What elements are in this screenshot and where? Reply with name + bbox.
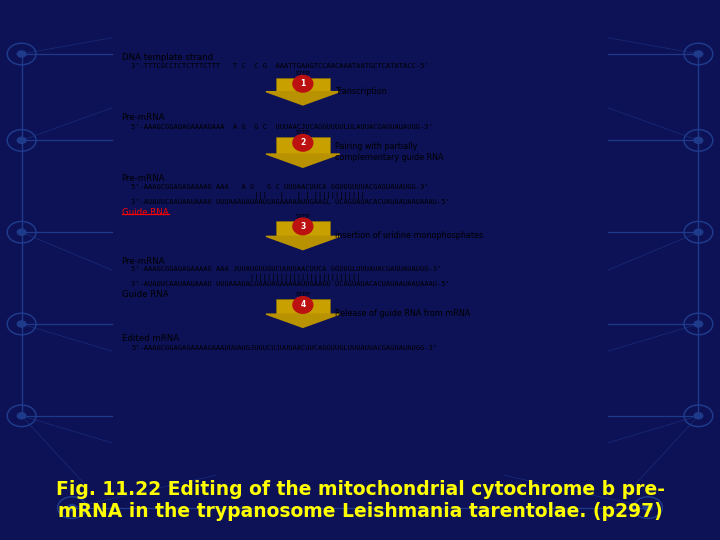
Circle shape (17, 50, 27, 58)
Text: Pairing with partially
complementary guide RNA: Pairing with partially complementary gui… (335, 143, 444, 162)
Circle shape (17, 412, 27, 420)
Text: STEP: STEP (295, 293, 310, 298)
Text: |||   |   | | ||||||||||||: ||| | | | |||||||||||| (132, 192, 365, 199)
Text: Pre-mRNA: Pre-mRNA (122, 113, 165, 122)
Text: Edited mRNA: Edited mRNA (122, 334, 179, 343)
Text: 5’-AAAGCGGAGAGAAAAGAAA  A G  G C  UUUAACJUCAGGUUGULULAUUACGAGUAUAUGG-3’: 5’-AAAGCGGAGAGAAAAGAAA A G G C UUUAACJUC… (132, 124, 433, 130)
Text: DNA template strand: DNA template strand (122, 53, 212, 62)
Text: 3’-TTTCGCCTCTCTTTCTTT   T C  C G  AAATTGAAGTCCAACAAATAATGCTCATATACC-5’: 3’-TTTCGCCTCTCTTTCTTT T C C G AAATTGAAGT… (132, 63, 429, 69)
Text: STEP: STEP (295, 71, 310, 76)
Circle shape (693, 228, 703, 236)
Polygon shape (266, 314, 340, 327)
Circle shape (693, 50, 703, 58)
Circle shape (17, 320, 27, 328)
Polygon shape (266, 92, 340, 105)
Circle shape (67, 504, 77, 511)
Text: Guide RNA: Guide RNA (122, 208, 168, 217)
Circle shape (693, 320, 703, 328)
Text: Pre-mRNA: Pre-mRNA (122, 256, 165, 266)
Text: ||||||||||||||||||||||||||: |||||||||||||||||||||||||| (132, 274, 361, 281)
Text: 2: 2 (300, 138, 305, 147)
Text: Pre-mRNA: Pre-mRNA (122, 174, 165, 184)
Text: 5’-AAAGCGGAGAGAAAAGAAAUUUAUGJUGUCUJUUUAACUUCAGGUUGLUUUAUUACGAGUAUAUGG-3’: 5’-AAAGCGGAGAGAAAAGAAAUUUAUGJUGUCUJUUUAA… (132, 345, 438, 351)
Text: 4: 4 (300, 300, 305, 309)
Polygon shape (266, 237, 340, 249)
Text: STEP: STEP (295, 214, 310, 219)
Text: 5’-AAAGCGGAGAGAAAAG AAA JUUAUGUUGUCUUUUAACUUCA GGUUGLUUUAUACGAGUAUAUGG-3’: 5’-AAAGCGGAGAGAAAAG AAA JUUAUGUUGUCUUUUA… (132, 266, 442, 272)
Text: Transcription: Transcription (335, 87, 387, 96)
Text: Fig. 11.22 Editing of the mitochondrial cytochrome b pre-
mRNA in the trypanosom: Fig. 11.22 Editing of the mitochondrial … (55, 481, 665, 521)
Text: 3’-AUAUUCAAUAAUAAAU UUUAAAUAUAAUUAGAAAAAUUGAAGL UCAGUAUACACUAUAAUAAUAAAU-5’: 3’-AUAUUCAAUAAUAAAU UUUAAAUAUAAUUAGAAAAA… (132, 199, 450, 205)
Text: Insertion of uridine monophosphates: Insertion of uridine monophosphates (335, 231, 483, 240)
Text: 3: 3 (300, 222, 305, 231)
Bar (276, 299, 330, 315)
Circle shape (293, 76, 312, 92)
Circle shape (17, 137, 27, 144)
Bar (276, 78, 330, 92)
Text: 5’-AAAGCGGAGAGAAAAG AAA   A G   G C UUUAACUUCA GGUUGUUUACGAGUAUAUGG-3’: 5’-AAAGCGGAGAGAAAAG AAA A G G C UUUAACUU… (132, 184, 429, 190)
Polygon shape (266, 154, 340, 167)
Text: 1: 1 (300, 79, 305, 88)
Text: 3’-AUAUUCAAUAAUAAAU UUUAAAUALUAAUAGAAAAAUUGAAGU UCAGUAUACACUAUAAUAAUAAAU-5’: 3’-AUAUUCAAUAAUAAAU UUUAAAUALUAAUAGAAAAA… (132, 281, 450, 287)
Text: Release of guide RNA from mRNA: Release of guide RNA from mRNA (335, 309, 470, 318)
Text: STEP: STEP (295, 130, 310, 136)
Circle shape (17, 228, 27, 236)
Circle shape (693, 137, 703, 144)
Circle shape (643, 504, 653, 511)
Circle shape (293, 296, 312, 313)
Bar (276, 220, 330, 237)
Circle shape (293, 218, 312, 235)
Circle shape (693, 412, 703, 420)
Bar (276, 137, 330, 155)
Circle shape (293, 134, 312, 151)
Text: Guide RNA: Guide RNA (122, 290, 168, 299)
